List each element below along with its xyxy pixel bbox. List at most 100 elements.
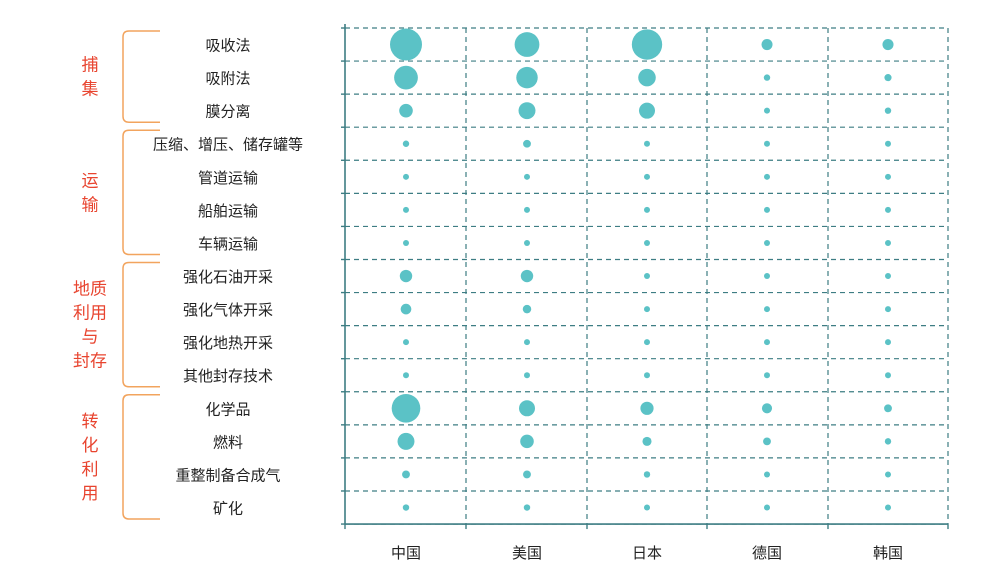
bubble-point [644,173,650,180]
bubble-point [524,339,530,346]
row-label: 重整制备合成气 [175,466,280,484]
bubble-point [400,303,412,315]
group-label: 捕 [82,56,99,76]
x-tick-label: 日本 [632,544,662,562]
bubble-point [763,74,771,81]
row-label: 强化气体开采 [183,301,273,319]
bubble-point [524,239,530,246]
bubble-point [403,206,409,213]
bubble-point [520,269,534,283]
group-label: 集 [82,80,99,100]
bubble-point [514,32,540,57]
bubble-point [885,339,891,346]
bubble-point [397,432,415,450]
bubble-point [884,404,892,413]
group-label: 输 [82,195,99,215]
bubble-point [518,102,536,120]
bubble-point [399,103,413,118]
x-tick-label: 中国 [391,544,421,562]
group-label: 利 [82,460,99,480]
bubble-point [885,206,891,213]
row-label: 其他封存技术 [183,367,273,385]
group-bracket [122,261,160,388]
row-label: 船舶运输 [198,202,258,220]
bubble-point [403,339,409,346]
group-label: 封存 [73,352,107,372]
bubble-point [402,504,410,511]
bubble-point [885,372,891,379]
bubble-point [761,403,773,414]
bubble-point [764,107,770,114]
bubble-point [523,139,531,148]
bubble-point [523,470,531,479]
group-label: 化 [82,436,99,456]
row-label: 膜分离 [205,103,250,121]
bubble-point [644,306,650,313]
bubble-point [403,372,409,379]
bubble-point [882,38,894,51]
group-label: 地质 [73,280,107,300]
bubble-point [644,239,650,246]
bubble-point [884,74,892,82]
row-label: 吸附法 [205,70,250,88]
row-label: 强化石油开采 [183,268,273,286]
row-label: 压缩、增压、储存罐等 [153,136,303,154]
bubble-point [884,107,892,114]
row-label: 强化地热开采 [183,334,273,352]
bubble-point [402,470,410,479]
bubble-point [522,304,532,314]
bubble-point [764,372,770,379]
bubble-point [391,393,421,423]
group-label: 与 [82,328,99,348]
bubble-point [764,239,770,246]
bubble-point [639,102,655,119]
bubble-point [764,471,770,478]
bubble-point [642,436,652,446]
x-labels: 中国 美国 日本 德国 韩国 [391,544,903,562]
bubble-point [644,339,650,346]
bubbles [390,28,894,511]
x-tick-label: 韩国 [873,544,903,562]
bubble-point [638,68,656,87]
bubble-point [524,372,530,379]
bubble-point [885,140,891,147]
bubble-point [643,471,651,478]
bubble-point [885,239,891,246]
bubble-point [390,28,422,61]
row-label: 燃料 [213,433,243,451]
group-label: 转 [82,412,99,432]
bubble-point [764,504,770,511]
row-labels: 吸收法吸附法膜分离压缩、增压、储存罐等管道运输船舶运输车辆运输强化石油开采强化气… [153,37,303,518]
bubble-point [763,437,771,446]
bubble-point [885,273,891,280]
group-label: 用 [82,484,99,504]
bubble-point [631,29,663,60]
bubble-point [644,273,650,280]
x-tick-label: 德国 [752,544,782,562]
bubble-point [640,401,654,415]
grid [341,24,949,530]
bubble-point [524,173,530,180]
bubble-point [764,306,770,313]
group-bracket [122,129,160,256]
row-label: 车辆运输 [198,235,258,253]
bubble-point [399,269,413,283]
bubble-point [764,339,770,346]
bubble-point [644,206,650,213]
bubble-point [402,140,410,147]
group-label: 运 [82,171,99,191]
bubble-point [394,65,418,90]
group-bracket [122,394,160,520]
bubble-point [884,438,892,445]
bubble-point [764,206,770,213]
bubble-point [764,173,770,180]
bubble-point [764,273,770,280]
row-label: 吸收法 [205,37,250,55]
bubble-point [403,239,409,246]
bubble-point [885,173,891,180]
bubble-point [403,173,409,180]
group-bracket [122,30,160,123]
x-tick-label: 美国 [512,544,542,562]
